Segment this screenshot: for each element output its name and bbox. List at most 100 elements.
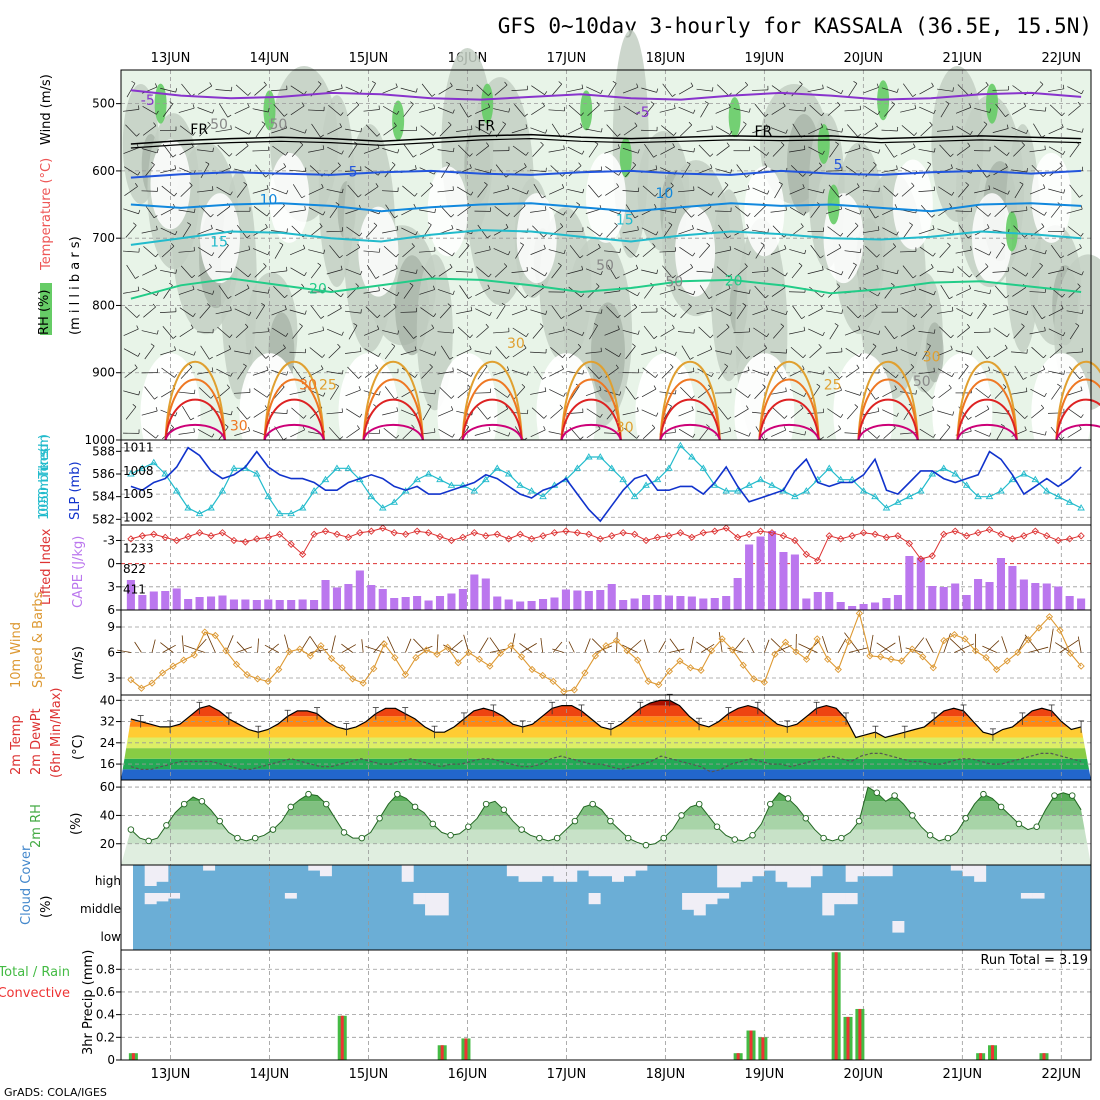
wind-barb-flag (467, 384, 471, 389)
wind-barb-flag (596, 101, 600, 106)
wind-barb-flag (653, 154, 658, 158)
wind-barb (289, 169, 306, 172)
lifted-index-marker (608, 532, 616, 540)
wind-barb (1029, 187, 1046, 195)
wind-barb (363, 147, 380, 154)
wind-barb-flag (896, 165, 898, 170)
cloud-cell (693, 893, 706, 916)
wind-barb (495, 346, 507, 359)
wind-barb-flag (561, 365, 564, 370)
wind-barb-flag (932, 406, 935, 411)
bottom-date-label: 18JUN (646, 1067, 686, 1082)
wind-barb (567, 269, 583, 275)
lifted-index-marker (138, 532, 146, 540)
wind-barb-flag (212, 290, 215, 295)
wind-barb (252, 331, 269, 334)
wind-barb (420, 307, 434, 318)
wind-barb-flag (136, 325, 139, 330)
wind-barb (863, 287, 879, 297)
wind-barb (604, 329, 620, 336)
thickness-marker (149, 458, 158, 466)
cloud-cell (576, 865, 589, 871)
wind-barb-flag (709, 345, 713, 350)
wind-barb-flag (838, 243, 842, 248)
wind-barb (828, 366, 840, 379)
wind-10m-barb (489, 648, 506, 653)
wind-barb-flag (173, 192, 178, 197)
wind-barb (344, 170, 362, 172)
wind-barb (937, 368, 953, 378)
wind-10m-line (130, 611, 1082, 693)
wind-barb-flag (582, 188, 585, 193)
wind-barb-flag (558, 81, 562, 85)
lifted-index-marker (837, 535, 845, 543)
wind-barb-flag (431, 143, 435, 148)
wind-barb-flag (187, 222, 191, 225)
wind-barb-flag (451, 395, 455, 399)
wind-barb-flag (194, 208, 196, 213)
rh-2m-marker (678, 812, 685, 819)
wind-barb-flag (393, 122, 397, 127)
wind-barb (883, 427, 896, 439)
wind-barb (827, 226, 841, 237)
wind-barb-flag (764, 344, 768, 349)
wind-barb (678, 149, 694, 153)
cape-bar (206, 596, 216, 610)
wind-10m-barb (1017, 636, 1027, 653)
wind-barb-flag (448, 121, 452, 126)
wind-barb-flag (766, 152, 770, 156)
top-date-label: 20JUN (844, 51, 884, 66)
axis-tick-label: 3 (107, 671, 115, 685)
wind-barb-flag (453, 147, 455, 152)
wind-barb-flag (967, 142, 971, 147)
wind-barb (937, 349, 953, 356)
wind-barb-flag (841, 271, 844, 276)
wind-barb-flag (1025, 387, 1028, 392)
wind-barb (531, 105, 545, 116)
wind-barb-flag (656, 88, 659, 93)
credit-label: GrADS: COLA/IGES (4, 1086, 107, 1099)
contour-label: 50 (665, 275, 683, 291)
wind-barb (403, 103, 414, 117)
wind-barb (329, 385, 340, 400)
wind-barb-flag (745, 405, 749, 410)
wind-barb-flag (632, 161, 636, 166)
wind-barb (846, 406, 859, 420)
wind-10m-barb (869, 634, 874, 653)
wind-barb (1047, 412, 1065, 414)
wind-barb (439, 306, 452, 319)
wind-barb (477, 184, 488, 198)
wind-barb (641, 227, 657, 236)
wind-10m-marker (232, 660, 241, 669)
wind-10m-barb (925, 638, 934, 653)
wind-barb-flag (619, 391, 622, 396)
wind-barb-flag (635, 264, 639, 269)
thickness-marker (802, 487, 811, 494)
wind-barb (551, 265, 562, 279)
rh-2m-marker (838, 834, 845, 842)
cape-bar (630, 598, 639, 610)
wind-10m-marker (781, 638, 790, 646)
wind-10m-marker (253, 675, 262, 683)
precip-frame (120, 949, 1092, 1061)
wind-10m-marker (137, 684, 146, 692)
run-total-annotation: Run Total = 3.19 (980, 953, 1088, 968)
wind-barb-flag (470, 372, 474, 377)
wind-barb (937, 410, 953, 416)
precip-conv-bar (131, 1053, 135, 1060)
wind-barb (1050, 204, 1062, 218)
wind-barb (992, 270, 1009, 273)
wind-barb (1031, 346, 1044, 359)
lifted-index-marker (676, 529, 685, 537)
lifted-index-marker (184, 532, 192, 541)
wind-10m-marker (433, 650, 441, 658)
contour-label: 30 (299, 378, 317, 394)
wind-barb (809, 286, 822, 298)
wind-barb (846, 306, 859, 319)
wind-barb-flag (746, 224, 749, 228)
wind-barb (252, 188, 269, 194)
wind-barb-flag (693, 147, 695, 153)
wind-barb (403, 285, 414, 299)
wind-barb (792, 305, 802, 319)
wind-barb-flag (137, 352, 141, 357)
